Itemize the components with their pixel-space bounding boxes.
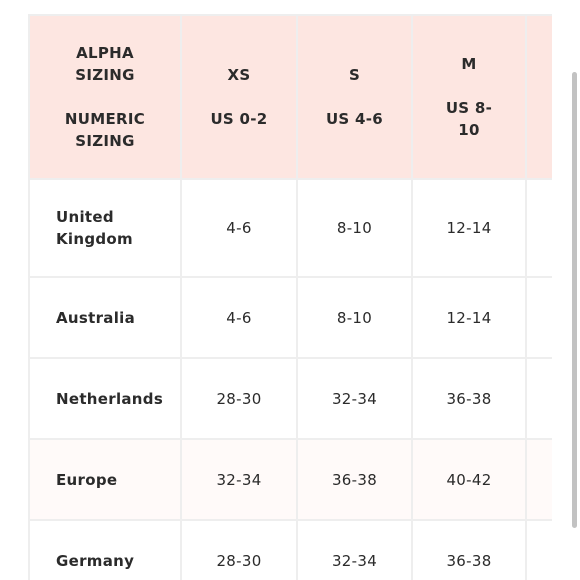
size-value-cell: 36-38 bbox=[296, 438, 413, 521]
header-alpha-size: XS bbox=[227, 66, 251, 84]
size-value-cell: 28-30 bbox=[180, 519, 298, 580]
scrollbar-thumb[interactable] bbox=[572, 72, 577, 528]
country-cell: United Kingdom bbox=[28, 178, 182, 278]
header-size-s: S US 4-6 bbox=[296, 14, 413, 180]
country-name-2: Kingdom bbox=[56, 230, 133, 248]
size-value-cell-next bbox=[525, 357, 552, 440]
table-row: Germany 28-30 32-34 36-38 bbox=[28, 519, 552, 580]
size-value-cell: 12-14 bbox=[411, 276, 527, 359]
size-value-cell-next bbox=[525, 276, 552, 359]
size-value-cell: 4-6 bbox=[180, 178, 298, 278]
country-cell: Australia bbox=[28, 276, 182, 359]
header-numeric-size-2: 10 bbox=[458, 121, 480, 139]
country-name: United bbox=[56, 208, 114, 226]
size-chart-table: ALPHA SIZING NUMERIC SIZING XS US 0-2 S bbox=[28, 14, 552, 580]
header-alpha-size: S bbox=[348, 66, 361, 84]
size-value-cell-next bbox=[525, 438, 552, 521]
header-alpha-label-2: SIZING bbox=[75, 66, 135, 84]
header-size-xs: XS US 0-2 bbox=[180, 14, 298, 180]
size-value-cell: 32-34 bbox=[296, 519, 413, 580]
header-size-next bbox=[525, 14, 552, 180]
size-value-cell: 12-14 bbox=[411, 178, 527, 278]
size-value-cell: 4-6 bbox=[180, 276, 298, 359]
header-size-m: M US 8- 10 bbox=[411, 14, 527, 180]
table-row: Europe 32-34 36-38 40-42 bbox=[28, 438, 552, 521]
header-alpha-label: ALPHA bbox=[76, 44, 134, 62]
table-row: Netherlands 28-30 32-34 36-38 bbox=[28, 357, 552, 440]
size-value-cell: 36-38 bbox=[411, 357, 527, 440]
size-value-cell: 32-34 bbox=[296, 357, 413, 440]
table-row: Australia 4-6 8-10 12-14 bbox=[28, 276, 552, 359]
size-value-cell-next bbox=[525, 519, 552, 580]
table-row: United Kingdom 4-6 8-10 12-14 bbox=[28, 178, 552, 278]
size-value-cell: 40-42 bbox=[411, 438, 527, 521]
header-numeric-size: US 4-6 bbox=[325, 110, 384, 128]
header-numeric-label: NUMERIC bbox=[64, 110, 146, 128]
size-value-cell: 36-38 bbox=[411, 519, 527, 580]
country-cell: Europe bbox=[28, 438, 182, 521]
header-sizing-label: ALPHA SIZING NUMERIC SIZING bbox=[28, 14, 182, 180]
size-value-cell-next bbox=[525, 178, 552, 278]
header-alpha-size: M bbox=[461, 55, 477, 73]
header-numeric-size: US 0-2 bbox=[210, 110, 268, 128]
header-numeric-size: US 8- bbox=[445, 99, 493, 117]
size-value-cell: 8-10 bbox=[296, 178, 413, 278]
size-value-cell: 32-34 bbox=[180, 438, 298, 521]
size-table-container: ALPHA SIZING NUMERIC SIZING XS US 0-2 S bbox=[28, 14, 552, 580]
size-value-cell: 8-10 bbox=[296, 276, 413, 359]
table-header-row: ALPHA SIZING NUMERIC SIZING XS US 0-2 S bbox=[28, 14, 552, 180]
header-numeric-label-2: SIZING bbox=[75, 132, 135, 150]
size-value-cell: 28-30 bbox=[180, 357, 298, 440]
country-cell: Netherlands bbox=[28, 357, 182, 440]
vertical-scrollbar[interactable] bbox=[568, 0, 580, 580]
country-cell: Germany bbox=[28, 519, 182, 580]
